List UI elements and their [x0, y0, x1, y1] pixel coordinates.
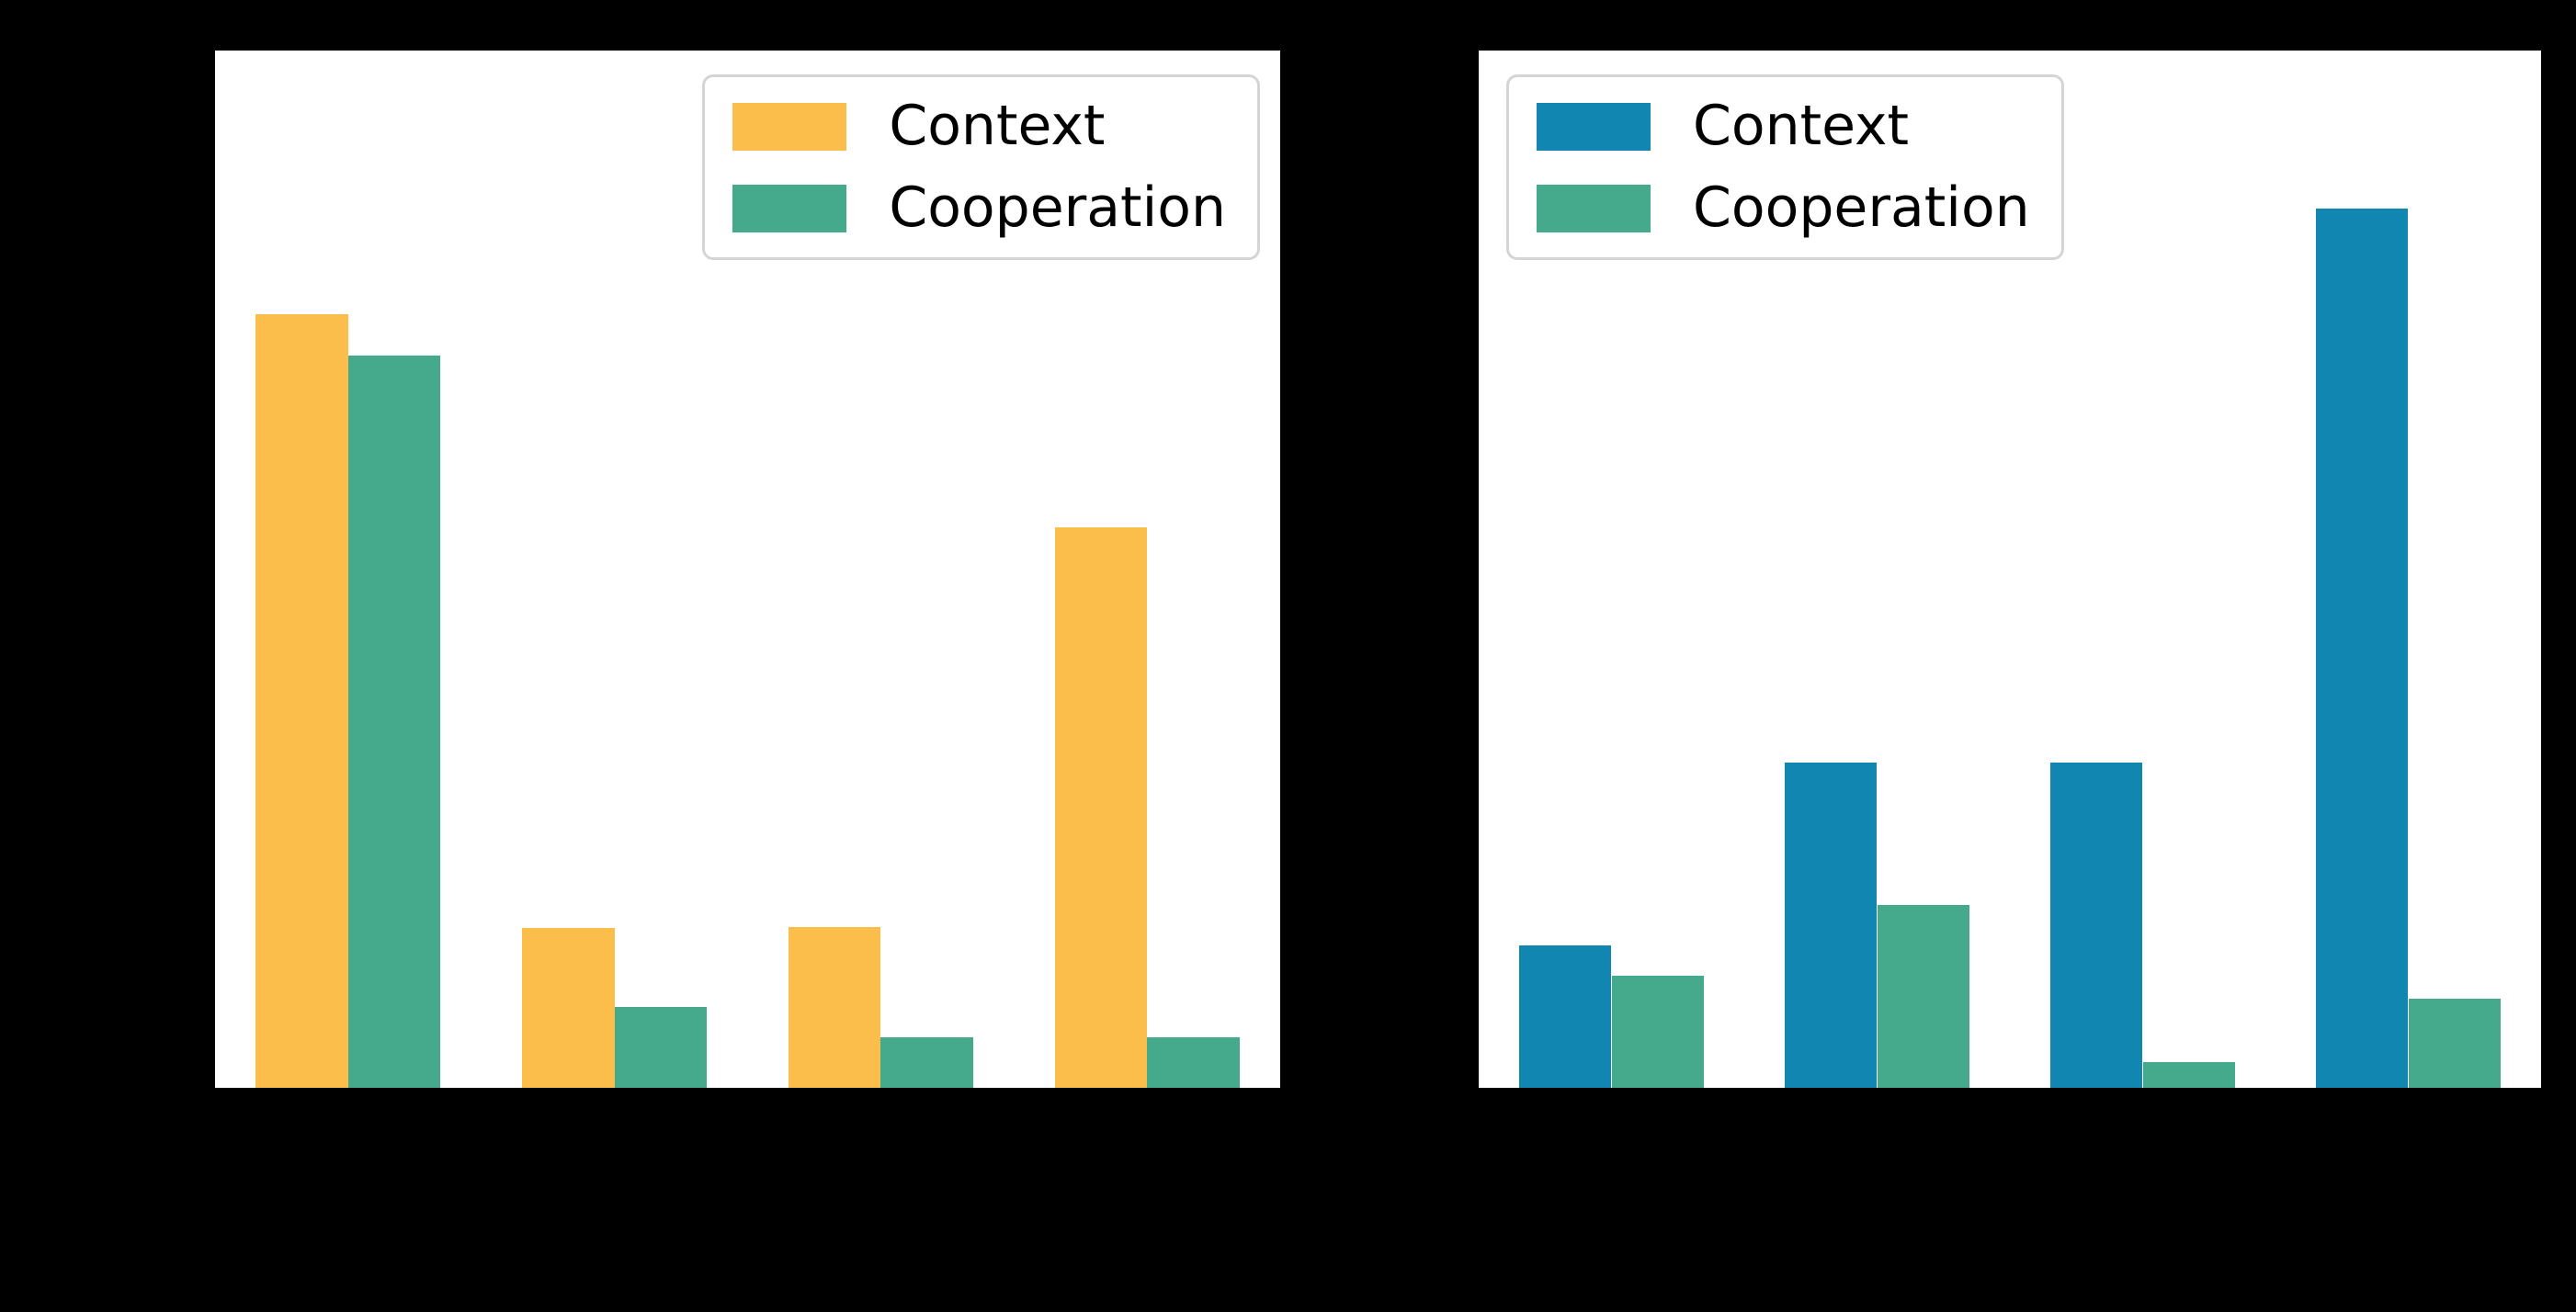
bar-left-cooperation-group1 [347, 355, 441, 1088]
bar-right-context-group3 [2050, 762, 2143, 1088]
legend-label-context: Context [889, 94, 1106, 158]
cooperation-swatch-icon [1537, 184, 1651, 232]
legend-label-cooperation: Cooperation [889, 175, 1226, 240]
legend-label-cooperation: Cooperation [1693, 175, 2030, 240]
bar-left-context-group4 [1054, 527, 1148, 1088]
cooperation-swatch-icon [732, 184, 847, 232]
bar-left-context-group1 [255, 313, 348, 1088]
bar-left-context-group2 [522, 928, 615, 1088]
bar-left-cooperation-group4 [1147, 1036, 1240, 1088]
right-chart-plot-area: Context Cooperation [1479, 51, 2541, 1088]
context-swatch-icon [732, 102, 847, 151]
bar-left-cooperation-group3 [880, 1036, 973, 1088]
bar-right-context-group4 [2316, 208, 2409, 1088]
bar-right-cooperation-group1 [1611, 976, 1704, 1088]
legend-row-context: Context [732, 97, 1226, 155]
right-chart-bars [1479, 51, 2541, 1088]
bar-right-context-group2 [1785, 762, 1878, 1088]
bar-right-context-group1 [1519, 945, 1612, 1088]
bar-right-cooperation-group3 [2142, 1061, 2235, 1088]
context-swatch-icon [1537, 102, 1651, 151]
left-chart-bars [215, 51, 1280, 1088]
right-chart-legend: Context Cooperation [1506, 74, 2064, 260]
legend-row-cooperation: Cooperation [732, 179, 1226, 237]
legend-label-context: Context [1693, 94, 1910, 158]
bar-right-cooperation-group2 [1877, 905, 1969, 1088]
bar-left-cooperation-group2 [614, 1006, 708, 1088]
bar-left-context-group3 [788, 927, 881, 1088]
legend-row-cooperation: Cooperation [1537, 179, 2030, 237]
legend-row-context: Context [1537, 97, 2030, 155]
left-chart-legend: Context Cooperation [702, 74, 1260, 260]
bar-right-cooperation-group4 [2408, 998, 2501, 1088]
left-chart-plot-area: Context Cooperation [215, 51, 1280, 1088]
